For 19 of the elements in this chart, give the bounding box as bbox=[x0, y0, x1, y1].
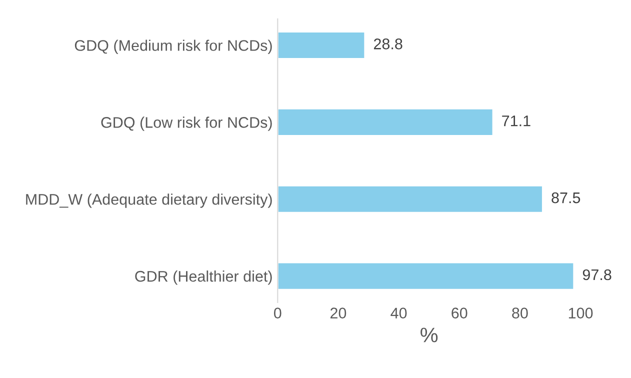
y-tick-label: GDQ (Medium risk for NCDs) bbox=[74, 40, 272, 54]
bar bbox=[278, 31, 366, 60]
x-tick-label: 20 bbox=[330, 308, 346, 318]
data-label: 97.8 bbox=[582, 269, 612, 280]
x-tick-label: 100 bbox=[568, 308, 593, 318]
x-tick-label: 80 bbox=[512, 308, 528, 318]
x-tick-label: 40 bbox=[390, 308, 407, 318]
bar bbox=[278, 262, 575, 290]
x-tick-label: 60 bbox=[452, 308, 468, 318]
y-tick-label: GDR (Healthier diet) bbox=[135, 270, 272, 285]
data-label: 71.1 bbox=[502, 116, 530, 126]
x-axis-title: % bbox=[420, 328, 438, 342]
y-tick-label: MDD_W (Adequate dietary diversity) bbox=[26, 194, 272, 208]
bar bbox=[278, 184, 544, 214]
data-label: 87.5 bbox=[552, 192, 580, 204]
x-tick-label: 0 bbox=[274, 308, 282, 318]
bar bbox=[278, 108, 494, 136]
y-tick-label: GDQ (Low risk for NCDs) bbox=[101, 116, 272, 131]
data-label: 28.8 bbox=[374, 38, 402, 50]
